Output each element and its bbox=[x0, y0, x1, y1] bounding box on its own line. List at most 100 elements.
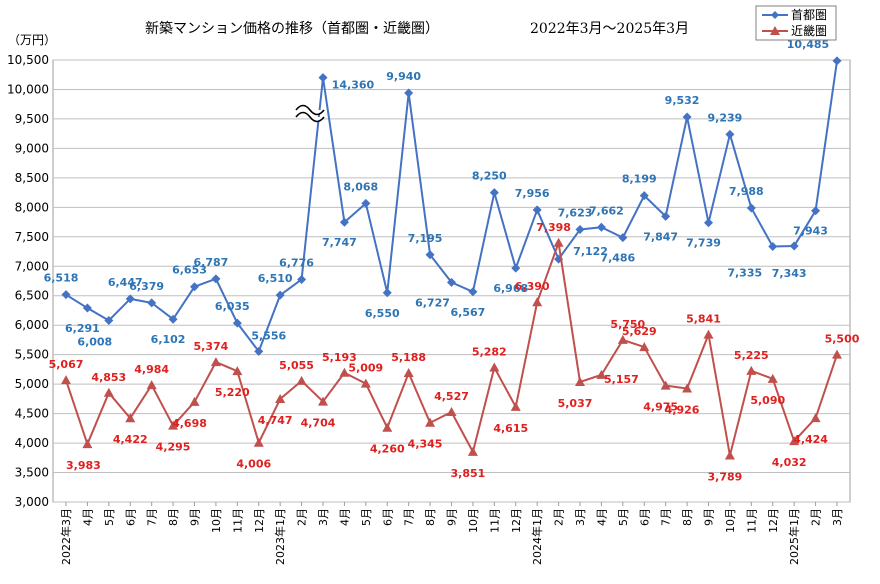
x-tick-label: 12月 bbox=[253, 508, 266, 533]
point-kinki bbox=[253, 437, 264, 447]
chart-title: 新築マンション価格の推移（首都圏・近畿圏） bbox=[145, 21, 439, 37]
data-label-tokyo: 7,662 bbox=[589, 204, 624, 217]
point-kinki bbox=[146, 380, 157, 390]
point-tokyo bbox=[275, 290, 285, 300]
data-label-tokyo: 7,623 bbox=[558, 207, 593, 220]
point-kinki bbox=[532, 297, 543, 307]
data-label-kinki: 5,374 bbox=[194, 340, 229, 353]
point-tokyo bbox=[297, 274, 307, 284]
data-label-kinki: 4,006 bbox=[236, 458, 271, 471]
point-tokyo bbox=[489, 188, 499, 198]
point-tokyo bbox=[618, 233, 628, 243]
point-kinki bbox=[596, 369, 607, 379]
point-kinki bbox=[360, 378, 371, 388]
y-tick-label: 5,500 bbox=[15, 348, 49, 362]
x-tick-label: 11月 bbox=[488, 508, 501, 533]
data-label-kinki: 5,193 bbox=[322, 351, 357, 364]
data-label-tokyo: 7,335 bbox=[727, 267, 762, 280]
data-label-kinki: 4,345 bbox=[408, 438, 443, 451]
point-kinki bbox=[296, 375, 307, 385]
data-label-tokyo: 6,035 bbox=[215, 300, 250, 313]
data-label-tokyo: 6,379 bbox=[129, 280, 164, 293]
y-tick-label: 8,000 bbox=[15, 200, 49, 214]
point-tokyo bbox=[361, 198, 371, 208]
y-tick-label: 9,000 bbox=[15, 141, 49, 155]
point-kinki bbox=[339, 367, 350, 377]
x-tick-label: 8月 bbox=[424, 508, 437, 526]
point-kinki bbox=[318, 396, 328, 406]
data-label-kinki: 5,500 bbox=[825, 333, 860, 346]
data-label-tokyo: 6,968 bbox=[493, 282, 528, 295]
data-label-kinki: 3,851 bbox=[451, 467, 486, 480]
chart-period: 2022年3月～2025年3月 bbox=[530, 21, 689, 37]
data-label-tokyo: 6,102 bbox=[151, 333, 186, 346]
point-tokyo bbox=[232, 318, 242, 328]
data-label-kinki: 6,390 bbox=[515, 280, 550, 293]
point-tokyo bbox=[61, 290, 71, 300]
data-label-kinki: 5,841 bbox=[686, 313, 721, 326]
point-tokyo bbox=[532, 205, 542, 215]
x-tick-label: 12月 bbox=[510, 508, 523, 533]
x-tick-label: 9月 bbox=[446, 508, 459, 526]
point-tokyo bbox=[704, 218, 713, 228]
data-label-tokyo: 9,239 bbox=[708, 111, 743, 124]
x-tick-label: 2024年1月 bbox=[530, 508, 544, 565]
y-tick-label: 4,000 bbox=[15, 436, 49, 450]
data-label-tokyo: 8,199 bbox=[622, 173, 657, 186]
point-kinki bbox=[210, 357, 221, 367]
data-label-kinki: 4,926 bbox=[665, 403, 700, 416]
x-tick-label: 6月 bbox=[638, 508, 651, 526]
data-label-tokyo: 6,291 bbox=[65, 322, 100, 335]
data-label-tokyo: 8,068 bbox=[343, 180, 378, 193]
data-label-kinki: 7,398 bbox=[536, 221, 571, 234]
point-kinki bbox=[724, 450, 735, 460]
x-tick-label: 7月 bbox=[403, 508, 416, 526]
point-kinki bbox=[810, 413, 821, 423]
y-tick-label: 7,500 bbox=[15, 230, 49, 244]
data-label-kinki: 4,984 bbox=[134, 363, 169, 376]
data-label-kinki: 5,188 bbox=[391, 351, 426, 364]
data-label-tokyo: 7,847 bbox=[643, 230, 678, 243]
data-label-tokyo: 7,988 bbox=[729, 185, 764, 198]
data-label-kinki: 4,422 bbox=[113, 433, 148, 446]
data-label-kinki: 4,295 bbox=[156, 441, 191, 454]
point-kinki bbox=[639, 342, 650, 352]
point-kinki bbox=[232, 366, 243, 376]
point-tokyo bbox=[725, 129, 735, 139]
point-tokyo bbox=[511, 263, 521, 273]
point-tokyo bbox=[125, 294, 135, 304]
data-label-tokyo: 6,776 bbox=[279, 256, 314, 269]
point-kinki bbox=[510, 401, 521, 411]
point-tokyo bbox=[468, 287, 478, 297]
point-kinki bbox=[789, 436, 800, 446]
data-label-tokyo: 6,787 bbox=[194, 256, 229, 269]
axis-break-icon bbox=[295, 104, 325, 116]
x-tick-label: 8月 bbox=[167, 508, 180, 526]
y-tick-label: 7,000 bbox=[15, 259, 49, 273]
point-tokyo bbox=[832, 56, 842, 66]
data-label-kinki: 4,032 bbox=[772, 456, 807, 469]
point-kinki bbox=[746, 365, 757, 375]
point-kinki bbox=[832, 349, 842, 359]
x-tick-label: 12月 bbox=[767, 508, 780, 533]
point-tokyo bbox=[190, 282, 199, 292]
data-label-kinki: 5,220 bbox=[215, 386, 250, 399]
point-kinki bbox=[575, 376, 585, 386]
x-tick-label: 5月 bbox=[360, 508, 373, 526]
point-tokyo bbox=[661, 211, 671, 221]
legend: 首都圏 近畿圏 bbox=[755, 5, 837, 41]
point-tokyo bbox=[575, 225, 585, 235]
x-tick-label: 7月 bbox=[660, 508, 673, 526]
data-label-tokyo: 8,250 bbox=[472, 170, 507, 183]
x-tick-label: 2月 bbox=[296, 508, 309, 526]
y-tick-label: 8,500 bbox=[15, 171, 49, 185]
point-tokyo bbox=[746, 203, 756, 213]
legend-label-kinki: 近畿圏 bbox=[791, 24, 827, 38]
data-label-tokyo: 6,447 bbox=[108, 276, 143, 289]
data-label-kinki: 5,157 bbox=[604, 373, 639, 386]
point-tokyo bbox=[168, 314, 178, 324]
x-tick-label: 2025年1月 bbox=[787, 508, 801, 565]
y-tick-label: 3,500 bbox=[15, 466, 49, 480]
point-tokyo bbox=[768, 242, 778, 252]
point-tokyo bbox=[382, 288, 392, 298]
